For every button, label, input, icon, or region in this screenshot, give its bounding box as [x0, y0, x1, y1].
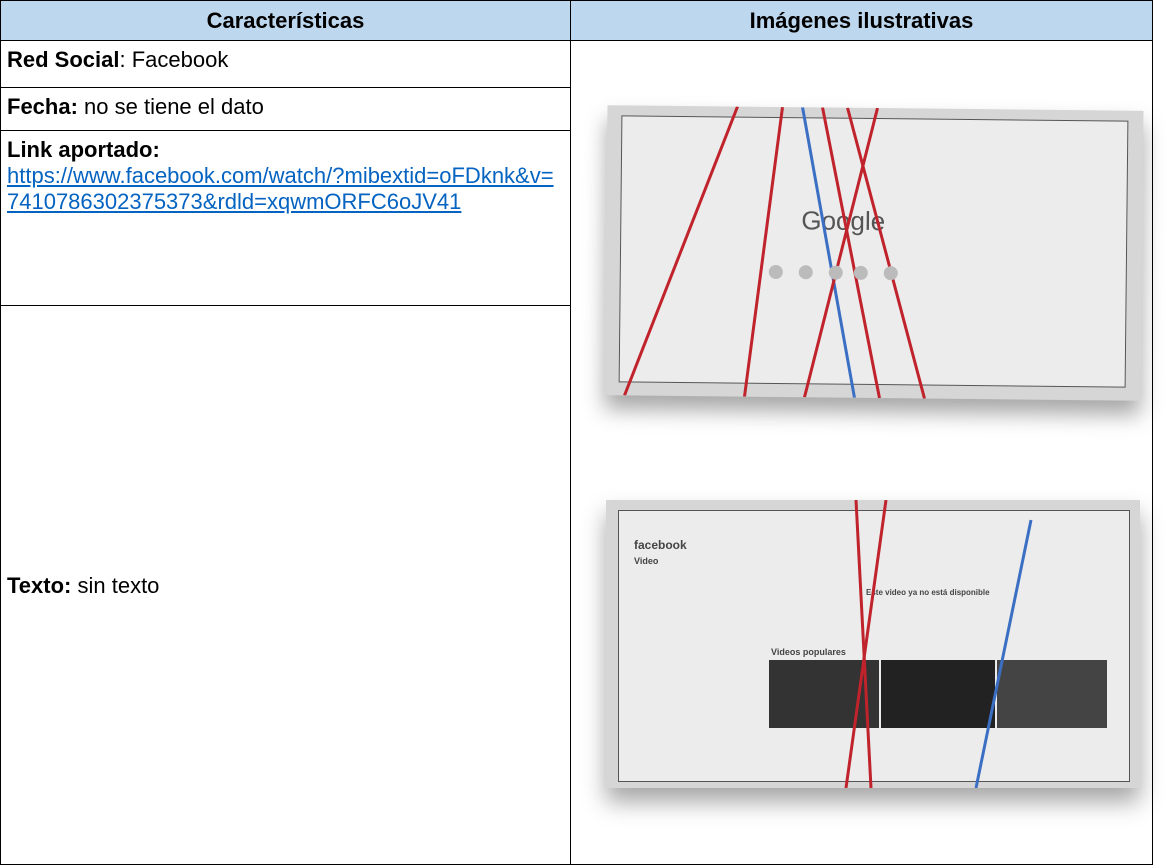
pen-marks	[623, 106, 926, 399]
photo: facebook Video Este video ya no está dis…	[606, 500, 1140, 788]
row-cell: Link aportado: https://www.facebook.com/w…	[0, 130, 571, 306]
label: Texto:	[7, 573, 72, 598]
value: sin texto	[71, 573, 160, 598]
value: no se tiene el dato	[77, 94, 264, 119]
header-cell: Imágenes ilustrativas	[570, 0, 1153, 41]
photo-text: Este video ya no está disponible	[866, 588, 990, 597]
photo-text: facebook	[634, 538, 687, 552]
header-cell: Características	[0, 0, 571, 41]
thumbnails	[769, 500, 1107, 788]
photo: Google	[604, 105, 1144, 401]
row-cell: Texto: sin texto	[0, 305, 571, 865]
row-cell: Fecha: no se tiene el dato	[0, 87, 571, 131]
label: Link aportado:	[7, 137, 160, 162]
label: Red Social	[7, 47, 120, 72]
photo-text: Videos populares	[771, 647, 846, 657]
label: Fecha:	[7, 94, 78, 119]
link[interactable]: https://www.facebook.com/watch/?mibextid…	[7, 163, 554, 214]
photo-text: Video	[634, 556, 659, 566]
screenshot	[618, 510, 1130, 782]
value: : Facebook	[119, 47, 229, 72]
row-cell: Red Social: Facebook	[0, 40, 571, 88]
